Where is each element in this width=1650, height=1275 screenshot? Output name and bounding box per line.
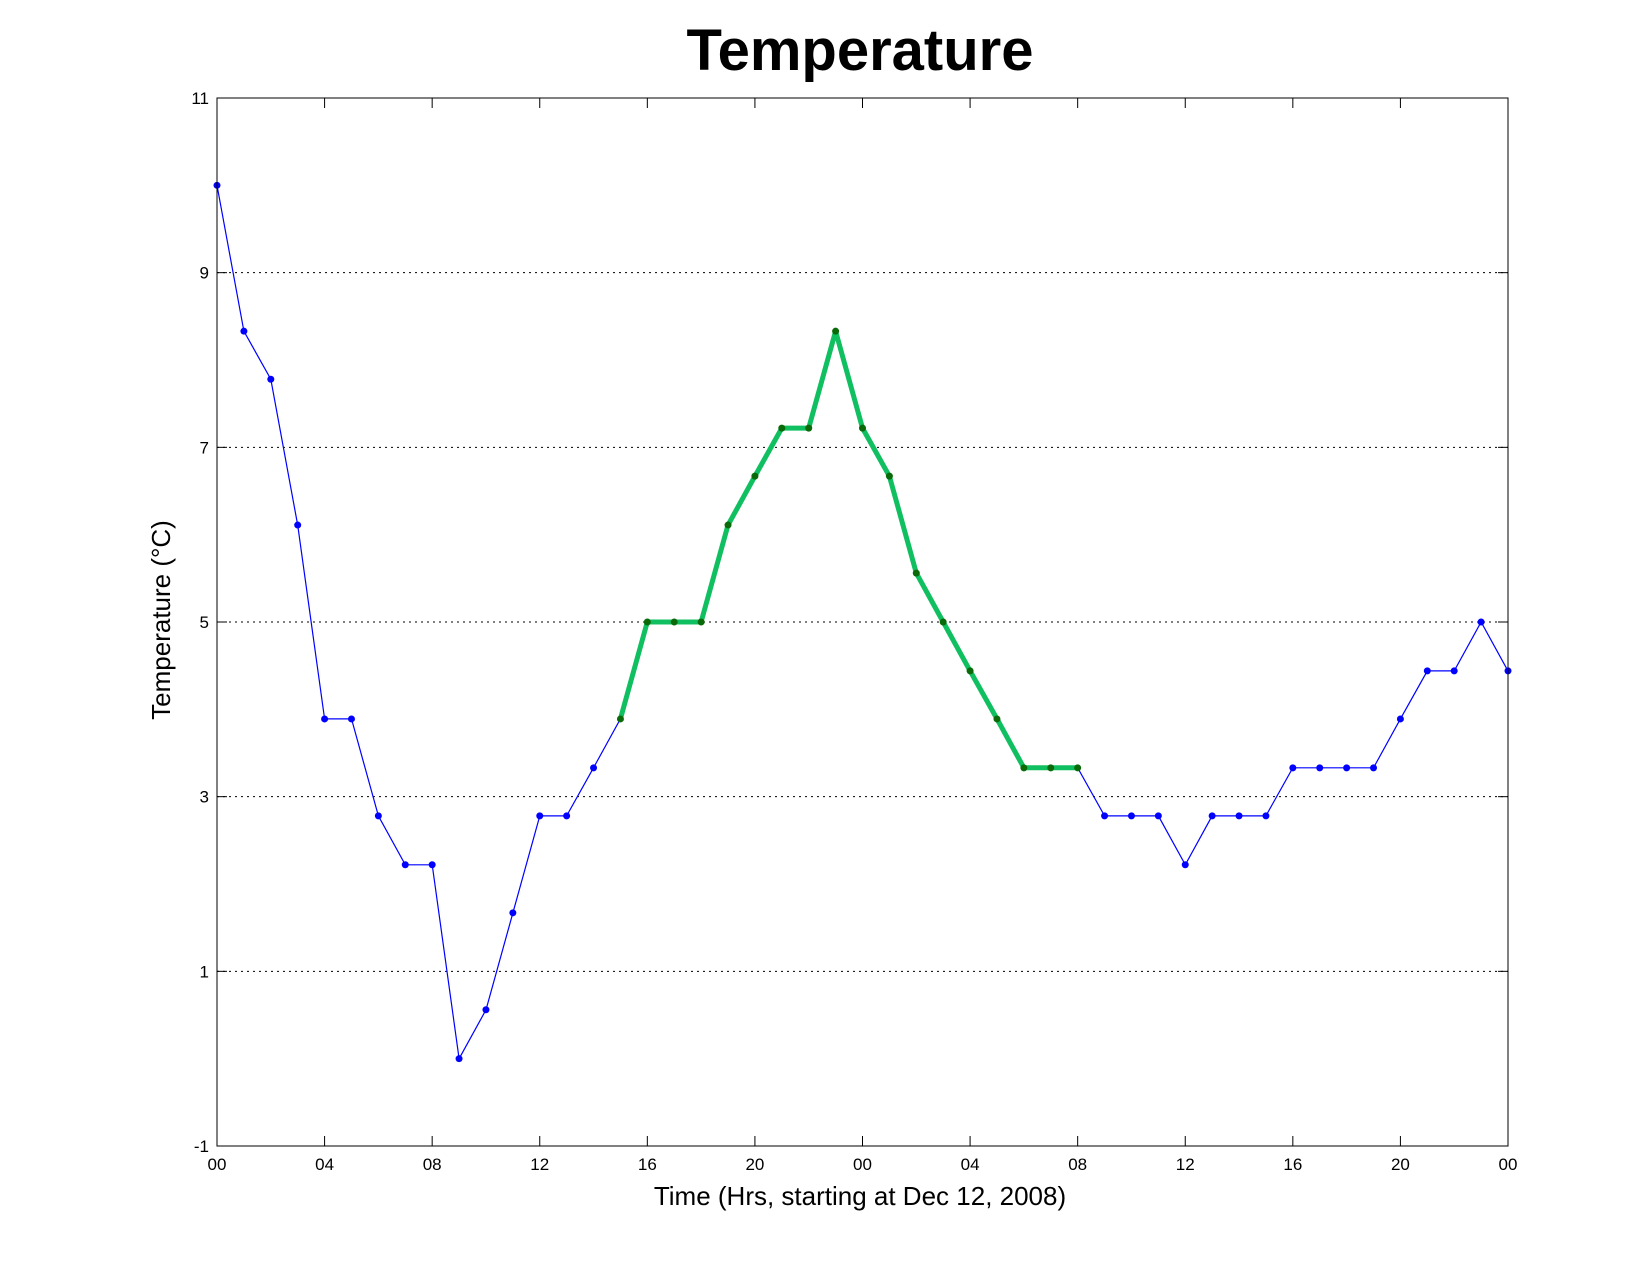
- x-axis-label: Time (Hrs, starting at Dec 12, 2008): [654, 1181, 1066, 1211]
- y-tick-label-0: -1: [194, 1137, 209, 1156]
- data-point-43: [1370, 764, 1378, 772]
- x-tick-label-6: 00: [853, 1155, 872, 1174]
- data-point-26: [912, 569, 920, 577]
- data-point-1: [240, 327, 248, 335]
- data-point-18: [697, 618, 705, 626]
- y-tick-label-3: 5: [200, 613, 209, 632]
- data-point-44: [1396, 715, 1404, 723]
- y-tick-label-2: 3: [200, 788, 209, 807]
- data-point-6: [374, 812, 382, 820]
- data-point-29: [993, 715, 1001, 723]
- x-tick-label-12: 00: [1499, 1155, 1518, 1174]
- x-tick-label-2: 08: [423, 1155, 442, 1174]
- data-point-25: [885, 472, 893, 480]
- series-markers: [213, 181, 1512, 1063]
- x-tick-label-10: 16: [1283, 1155, 1302, 1174]
- x-tick-label-3: 12: [530, 1155, 549, 1174]
- data-point-2: [267, 375, 275, 383]
- data-point-45: [1423, 667, 1431, 675]
- x-tick-label-7: 04: [961, 1155, 980, 1174]
- y-axis-label: Temperature (°C): [146, 520, 176, 720]
- y-tick-label-1: 1: [200, 962, 209, 981]
- x-tick-label-0: 00: [208, 1155, 227, 1174]
- data-point-47: [1477, 618, 1485, 626]
- data-point-39: [1262, 812, 1270, 820]
- data-point-10: [482, 1006, 490, 1014]
- data-point-20: [751, 472, 759, 480]
- data-point-30: [1020, 764, 1028, 772]
- data-point-12: [536, 812, 544, 820]
- grid: [217, 272, 1508, 972]
- x-tick-label-11: 20: [1391, 1155, 1410, 1174]
- x-tick-label-9: 12: [1176, 1155, 1195, 1174]
- data-point-5: [347, 715, 355, 723]
- data-point-28: [966, 667, 974, 675]
- data-point-19: [724, 521, 732, 529]
- chart-title: Temperature: [686, 18, 1033, 83]
- data-point-32: [1074, 764, 1082, 772]
- data-point-15: [616, 715, 624, 723]
- data-point-16: [643, 618, 651, 626]
- y-tick-label-4: 7: [200, 438, 209, 457]
- data-point-36: [1181, 861, 1189, 869]
- data-point-40: [1289, 764, 1297, 772]
- data-point-38: [1235, 812, 1243, 820]
- series-line-highlight: [617, 328, 1078, 771]
- data-point-9: [455, 1055, 463, 1063]
- data-point-46: [1450, 667, 1458, 675]
- x-tick-label-5: 20: [745, 1155, 764, 1174]
- data-point-35: [1154, 812, 1162, 820]
- data-point-14: [590, 764, 598, 772]
- data-point-27: [939, 618, 947, 626]
- data-point-22: [805, 424, 813, 432]
- data-point-4: [321, 715, 329, 723]
- data-point-13: [563, 812, 571, 820]
- data-point-37: [1208, 812, 1216, 820]
- data-point-7: [401, 861, 409, 869]
- data-point-41: [1316, 764, 1324, 772]
- data-point-24: [859, 424, 866, 432]
- data-point-23: [832, 327, 840, 335]
- x-tick-label-1: 04: [315, 1155, 334, 1174]
- data-point-31: [1047, 764, 1055, 772]
- x-tick-label-4: 16: [638, 1155, 657, 1174]
- data-point-21: [778, 424, 786, 432]
- y-tick-label-6: 11: [191, 89, 209, 108]
- data-point-11: [509, 909, 517, 917]
- data-point-42: [1343, 764, 1351, 772]
- data-point-17: [670, 618, 678, 626]
- x-tick-label-8: 08: [1068, 1155, 1087, 1174]
- y-tick-label-5: 9: [200, 264, 209, 283]
- data-point-34: [1127, 812, 1135, 820]
- data-point-33: [1101, 812, 1109, 820]
- data-point-3: [294, 521, 302, 529]
- data-point-8: [428, 861, 436, 869]
